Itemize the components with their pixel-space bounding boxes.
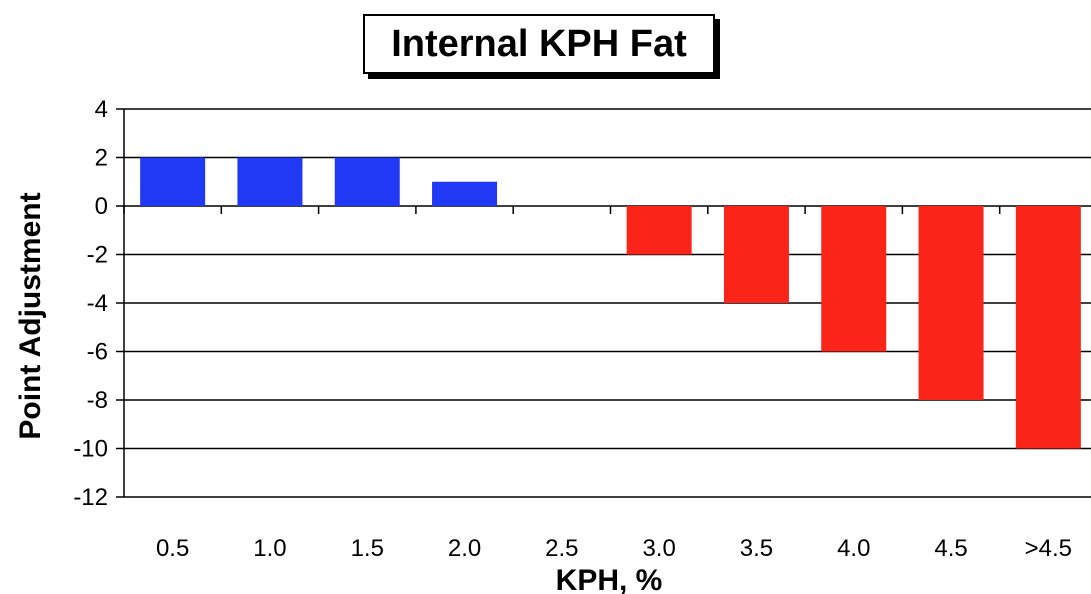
bar-2	[334, 157, 400, 206]
chart-title-box: Internal KPH Fat	[363, 14, 715, 74]
bar-0	[140, 157, 206, 206]
y-tick-label-1: 2	[95, 145, 108, 172]
x-tick-label-9: >4.5	[1025, 535, 1072, 562]
bar-1	[237, 157, 303, 206]
x-tick-label-0: 0.5	[156, 535, 189, 562]
bar-9	[1015, 206, 1081, 449]
bar-5	[626, 206, 692, 255]
y-tick-label-7: -10	[73, 436, 108, 463]
x-tick-label-7: 4.0	[837, 535, 870, 562]
x-tick-label-3: 2.0	[448, 535, 481, 562]
tick-labels: 4 2 0 -2 -4 -6 -8 -10 -12 0.5 1.0 1.5 2.0 2.5 3.0 3.5 4.…	[73, 96, 1072, 562]
y-axis-title: Point Adjustment	[14, 192, 47, 439]
x-tick-label-4: 2.5	[545, 535, 578, 562]
y-tick-label-0: 4	[95, 96, 108, 123]
y-tick-label-8: -12	[73, 484, 108, 511]
x-axis-title: KPH, %	[556, 564, 663, 594]
bar-7	[821, 206, 887, 352]
bar-3	[432, 181, 498, 206]
axes	[116, 108, 1001, 498]
y-tick-label-4: -4	[87, 290, 108, 317]
y-tick-label-2: 0	[95, 193, 108, 220]
y-tick-label-5: -6	[87, 339, 108, 366]
x-tick-label-1: 1.0	[253, 535, 286, 562]
y-tick-label-6: -8	[87, 387, 108, 414]
bar-8	[918, 206, 984, 400]
x-tick-label-5: 3.0	[642, 535, 675, 562]
y-tick-label-3: -2	[87, 242, 108, 269]
x-tick-label-8: 4.5	[934, 535, 967, 562]
x-tick-label-6: 3.5	[740, 535, 773, 562]
bars	[140, 157, 1081, 449]
bar-6	[723, 206, 789, 303]
x-tick-label-2: 1.5	[351, 535, 384, 562]
chart-title: Internal KPH Fat	[391, 22, 687, 65]
